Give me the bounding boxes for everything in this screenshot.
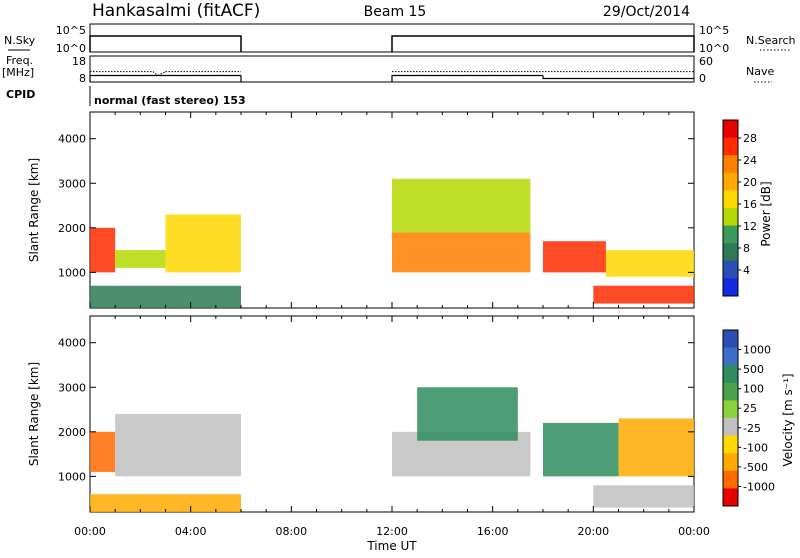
nsky-right-tick-top: 10^5 [699,24,729,37]
power-data-region [605,250,694,277]
nave-series-line [391,74,543,82]
power-colorbar-segment [723,208,738,227]
velocity-colorbar-segment [723,365,738,384]
power-colorbar-segment [723,190,738,209]
power-colorbar-tick-label: 8 [743,242,750,255]
x-tick-label: 08:00 [275,525,307,538]
power-colorbar-tick-label: 24 [743,154,757,167]
x-tick-label: 00:00 [74,525,106,538]
y-tick-label: 4000 [58,133,86,146]
y-tick-label: 3000 [58,381,86,394]
velocity-colorbar-segment [723,418,738,437]
velocity-data-region [90,431,116,472]
power-data-region [90,227,116,273]
date-title: 29/Oct/2014 [603,4,690,20]
velocity-colorbar-label: Velocity [m s⁻¹] [781,373,795,466]
velocity-data-region [417,387,518,441]
cpid-text: normal (fast stereo) 153 [94,94,246,107]
x-tick-label: 04:00 [175,525,207,538]
velocity-colorbar-tick-label: -25 [743,422,761,435]
x-tick-label: 16:00 [477,525,509,538]
nave-series-step [542,75,694,80]
beam-title: Beam 15 [364,4,427,20]
velocity-colorbar-tick-label: 25 [743,402,757,415]
velocity-colorbar-frame [722,329,739,507]
power-data-region [593,285,694,304]
velocity-colorbar-segment [723,330,738,349]
velocity-colorbar-tick-label: -500 [743,461,768,474]
power-colorbar-segment [723,243,738,262]
nsky-right-label: N.Search [746,34,796,47]
nsky-left-tick-top: 10^5 [56,24,86,37]
y-tick-label: 3000 [58,177,86,190]
cpid-label: CPID [6,88,35,101]
y-tick-label: 1000 [58,470,86,483]
power-colorbar-tick-label: 20 [743,176,757,189]
velocity-colorbar-segment [723,453,738,472]
nave-right-label: Nave [746,65,774,78]
power-data-region [115,250,166,268]
velocity-colorbar-segment [723,435,738,454]
power-colorbar-segment [723,155,738,174]
velocity-colorbar-tick-label: 1000 [743,344,771,357]
freq-series-segment [152,71,159,76]
velocity-data-region [90,494,241,512]
velocity-colorbar-segment [723,382,738,401]
nsky-right-tick-bottom: 10^0 [699,42,729,55]
power-data-region [165,214,241,273]
x-axis-title: Time UT [366,539,417,553]
nsky-left-label: N.Sky [4,34,36,47]
velocity-colorbar-segment [723,347,738,366]
power-data-region [543,241,606,273]
velocity-data-region [543,422,619,477]
velocity-colorbar-segment [723,400,738,419]
power-colorbar-segment [723,172,738,191]
velocity-data-region [618,418,694,477]
nsky-series-line [89,35,242,52]
x-tick-label: 20:00 [577,525,609,538]
power-colorbar-segment [723,260,738,279]
freq-left-label-2: [MHz] [2,66,34,79]
x-tick-label: 00:00 [678,525,710,538]
freq-right-tick-bottom: 0 [699,72,706,85]
power-colorbar-segment [723,225,738,244]
velocity-colorbar-segment [723,488,738,507]
station-title: Hankasalmi (fitACF) [92,1,260,21]
y-tick-label: 2000 [58,222,86,235]
y-tick-label: 1000 [58,266,86,279]
freq-left-label-1: Freq. [6,54,33,67]
power-data-region [392,232,531,273]
velocity-data-region [593,485,694,508]
freq-left-tick-bottom: 8 [79,72,86,85]
nsky-series-line [391,35,695,52]
power-colorbar-tick-label: 16 [743,198,757,211]
y-tick-label: 2000 [58,426,86,439]
nsky-left-tick-bottom: 10^0 [56,42,86,55]
power-data-region [90,285,241,308]
x-tick-label: 12:00 [376,525,408,538]
power-colorbar-tick-label: 28 [743,132,757,145]
velocity-colorbar-segment [723,470,738,489]
freq-series-segment [157,71,166,76]
velocity-colorbar-tick-label: 100 [743,383,764,396]
nave-series-line [89,74,241,82]
velocity-data-region [115,414,241,477]
power-colorbar-segment [723,120,738,139]
freq-right-tick-top: 60 [699,55,713,68]
power-colorbar-segment [723,137,738,156]
power-data-region [392,178,531,233]
power-colorbar-tick-label: 12 [743,220,757,233]
power-ylabel: Slant Range [km] [27,158,41,262]
velocity-ylabel: Slant Range [km] [27,362,41,466]
velocity-colorbar-tick-label: 500 [743,363,764,376]
power-colorbar-segment [723,278,738,297]
power-colorbar-tick-label: 4 [743,264,750,277]
power-colorbar-label: Power [dB] [759,181,773,246]
power-colorbar-frame [722,119,739,297]
y-tick-label: 4000 [58,337,86,350]
velocity-colorbar-tick-label: -1000 [743,480,775,493]
freq-left-tick-top: 18 [72,55,86,68]
velocity-colorbar-tick-label: -100 [743,441,768,454]
